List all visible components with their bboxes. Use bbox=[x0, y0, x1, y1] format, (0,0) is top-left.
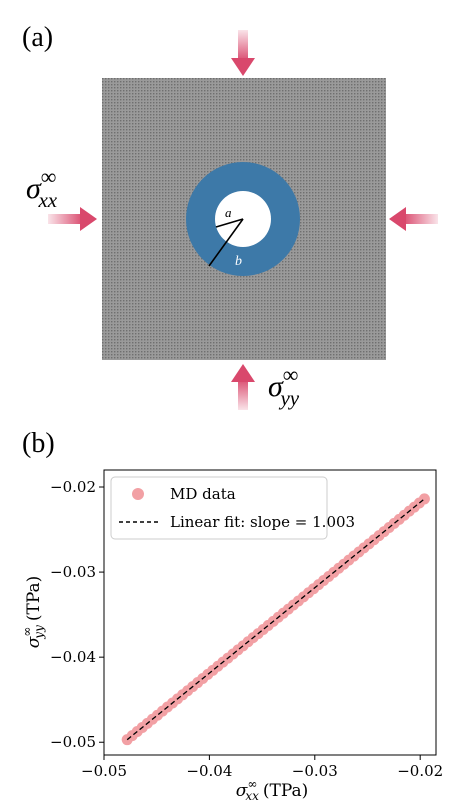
x-axis-title: σ∞ xx (TPa) bbox=[236, 777, 309, 803]
sigma-xx-label: σ∞ xx bbox=[26, 164, 58, 212]
panel-a: (a) a b σ∞ xx σ∞ yy bbox=[22, 22, 438, 410]
right-arrow-icon bbox=[389, 207, 438, 231]
plot-data-area bbox=[121, 493, 430, 746]
inner-radius-label: a bbox=[225, 205, 232, 220]
y-tick-label: −0.02 bbox=[50, 478, 96, 496]
legend-md-label: MD data bbox=[170, 485, 236, 503]
inner-radius-line bbox=[215, 218, 244, 228]
x-axis-ticks: −0.05 −0.04 −0.03 −0.02 bbox=[81, 755, 443, 780]
panel-b-label: (b) bbox=[22, 428, 55, 459]
sigma-yy-label: σ∞ yy bbox=[268, 362, 300, 410]
y-tick-label: −0.03 bbox=[50, 563, 96, 581]
x-tick-label: −0.05 bbox=[81, 762, 127, 780]
outer-radius-label: b bbox=[235, 254, 242, 269]
outer-radius-line bbox=[208, 218, 244, 267]
y-axis-title: σ∞yy(TPa) bbox=[20, 576, 46, 649]
legend: MD data Linear fit: slope = 1.003 bbox=[110, 476, 355, 540]
y-axis-ticks: −0.05 −0.04 −0.03 −0.02 bbox=[50, 478, 104, 751]
y-tick-label: −0.05 bbox=[50, 733, 96, 751]
x-tick-label: −0.02 bbox=[397, 762, 443, 780]
bottom-arrow-icon bbox=[231, 364, 255, 410]
y-tick-label: −0.04 bbox=[50, 648, 96, 666]
x-tick-label: −0.03 bbox=[292, 762, 338, 780]
legend-fit-label: Linear fit: slope = 1.003 bbox=[170, 513, 355, 531]
panel-b: (b) −0.05 −0.04 −0.03 −0.02 −0.05 −0.04 −0.03… bbox=[20, 428, 443, 803]
x-tick-label: −0.04 bbox=[186, 762, 232, 780]
legend-box bbox=[110, 476, 328, 540]
left-arrow-icon bbox=[48, 207, 97, 231]
panel-a-label: (a) bbox=[22, 22, 53, 53]
top-arrow-icon bbox=[231, 30, 255, 76]
legend-md-marker bbox=[132, 488, 144, 500]
